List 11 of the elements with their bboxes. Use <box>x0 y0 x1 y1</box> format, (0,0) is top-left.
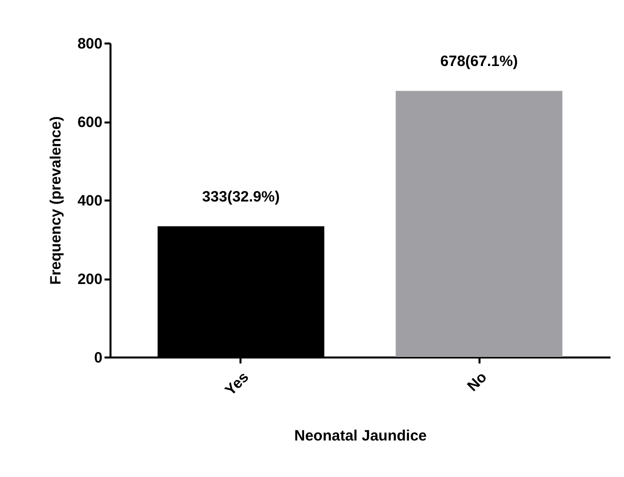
y-tick-label: 800 <box>77 36 102 52</box>
data-label: 678(67.1%) <box>440 52 518 70</box>
y-tick-label: 200 <box>77 271 102 288</box>
y-tick-label: 400 <box>77 192 102 210</box>
data-label: 333(32.9%) <box>202 188 280 206</box>
x-tick-label: No <box>464 368 490 395</box>
y-axis-title: Frequency (prevalence) <box>47 116 64 285</box>
x-axis-title: Neonatal Jaundice <box>294 427 427 444</box>
x-tick-label: Yes <box>222 368 252 400</box>
y-tick-label: 0 <box>94 350 102 366</box>
y-tick-label: 600 <box>77 114 102 131</box>
